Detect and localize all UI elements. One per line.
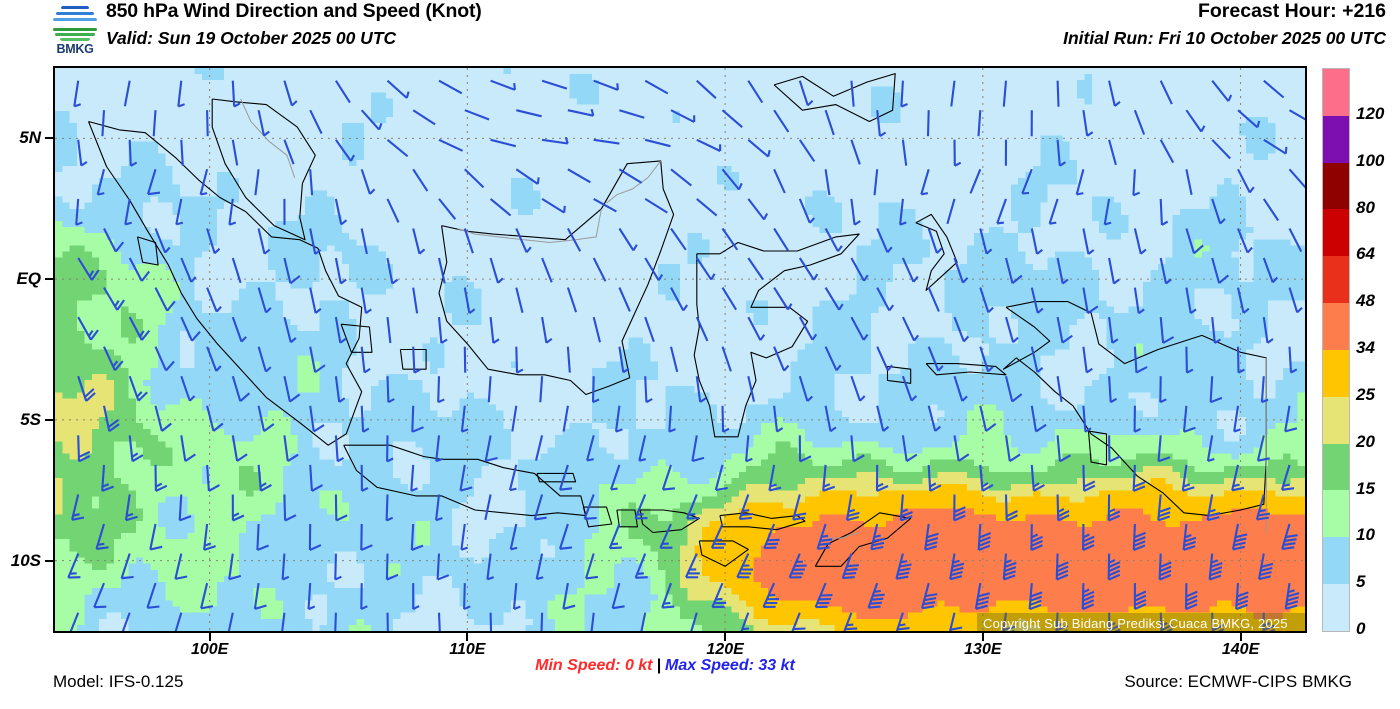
colorbar-band	[1323, 115, 1349, 163]
colorbar-band	[1323, 303, 1349, 350]
colorbar-tick-label: 20	[1356, 431, 1375, 451]
colorbar-tick-label: 15	[1356, 478, 1375, 498]
lon-tick-mark	[724, 633, 727, 641]
lon-tick-label: 140E	[1221, 641, 1260, 658]
colorbar-band	[1323, 584, 1349, 631]
max-speed-label: Max Speed: 33 kt	[665, 657, 795, 674]
speed-separator: |	[656, 657, 661, 674]
lat-tick-label: 5N	[19, 128, 41, 148]
copyright-watermark: Copyright Sub Bidang Prediksi Cuaca BMKG…	[977, 613, 1305, 631]
colorbar-band	[1323, 209, 1349, 257]
colorbar-band	[1323, 490, 1349, 538]
lat-tick-mark	[45, 418, 53, 421]
map-canvas	[55, 68, 1305, 631]
lon-tick-label: 110E	[449, 641, 486, 658]
colorbar-tick-label: 80	[1356, 197, 1375, 217]
lat-tick-label: EQ	[16, 269, 41, 289]
min-speed-label: Min Speed: 0 kt	[535, 657, 653, 674]
forecast-hour-label: Forecast Hour: +216	[1197, 0, 1386, 22]
colorbar-band	[1323, 443, 1349, 491]
colorbar-tick-label: 5	[1356, 572, 1366, 592]
lat-tick-mark	[45, 137, 53, 140]
colorbar-band	[1323, 396, 1349, 444]
colorbar-tick-label: 120	[1356, 103, 1385, 123]
bmkg-logo: BMKG	[46, 2, 104, 58]
colorbar-tick-label: 25	[1356, 384, 1375, 404]
colorbar-tick-label: 48	[1356, 291, 1375, 311]
lat-tick-label: 5S	[20, 409, 41, 429]
colorbar-tick-label: 64	[1356, 244, 1375, 264]
lat-tick-mark	[45, 278, 53, 281]
lon-tick-mark	[466, 633, 469, 641]
bmkg-logo-text: BMKG	[56, 42, 94, 56]
bmkg-logo-disc	[52, 2, 98, 44]
lon-tick-label: 100E	[190, 641, 229, 658]
page-title: 850 hPa Wind Direction and Speed (Knot)	[106, 0, 482, 22]
lon-tick-label: 130E	[964, 641, 1002, 658]
initial-run-label: Initial Run: Fri 10 October 2025 00 UTC	[1063, 28, 1386, 48]
lon-tick-mark	[208, 633, 211, 641]
source-label: Source: ECMWF-CIPS BMKG	[1124, 672, 1352, 691]
speed-colorbar	[1322, 68, 1350, 632]
colorbar-band	[1323, 162, 1349, 210]
colorbar-band	[1323, 537, 1349, 585]
lon-tick-label: 120E	[706, 641, 744, 658]
weather-map[interactable]: Copyright Sub Bidang Prediksi Cuaca BMKG…	[53, 66, 1307, 633]
model-label: Model: IFS-0.125	[53, 672, 184, 691]
page-header: BMKG 850 hPa Wind Direction and Speed (K…	[0, 0, 1400, 62]
colorbar-band	[1323, 349, 1349, 397]
colorbar-band	[1323, 69, 1349, 116]
speed-extremes-line: Min Speed: 0 kt | Max Speed: 33 kt	[0, 657, 1330, 675]
valid-time-label: Valid: Sun 19 October 2025 00 UTC	[106, 28, 397, 48]
colorbar-tick-label: 34	[1356, 338, 1375, 357]
colorbar-band	[1323, 256, 1349, 304]
lon-tick-mark	[1239, 633, 1242, 641]
colorbar-tick-label: 0	[1356, 619, 1366, 638]
colorbar-tick-label: 10	[1356, 525, 1375, 545]
colorbar-tick-label: 100	[1356, 150, 1385, 170]
lat-tick-label: 10S	[10, 550, 41, 570]
lat-tick-mark	[45, 559, 53, 562]
lon-tick-mark	[981, 633, 984, 641]
